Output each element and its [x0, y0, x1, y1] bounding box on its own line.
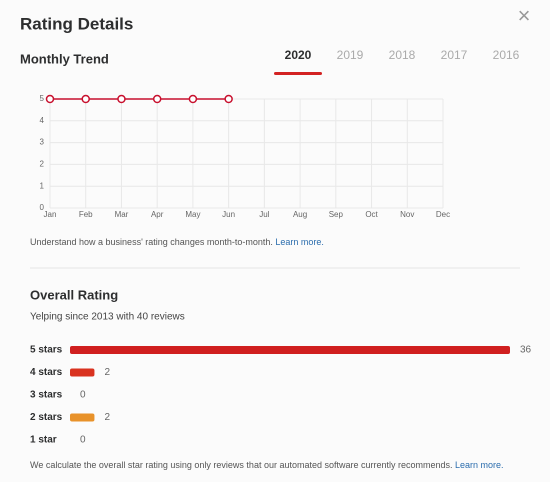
trend-note: Understand how a business' rating change… [30, 237, 324, 247]
x-tick-label: Mar [115, 210, 129, 219]
overall-note: We calculate the overall star rating usi… [30, 460, 504, 470]
learn-more-link[interactable]: Learn more. [455, 460, 504, 470]
note-text: We calculate the overall star rating usi… [30, 460, 455, 470]
x-tick-label: Apr [151, 210, 164, 219]
y-tick-label: 5 [40, 94, 45, 103]
y-tick-label: 0 [40, 203, 45, 212]
star-label: 5 stars [30, 345, 63, 356]
x-tick-label: Jan [44, 210, 57, 219]
bar-value-label: 0 [80, 435, 86, 446]
x-tick-label: Jun [222, 210, 235, 219]
x-tick-label: Dec [436, 210, 450, 219]
data-point [81, 94, 90, 104]
bar [70, 368, 95, 377]
y-tick-label: 4 [40, 116, 45, 125]
bar-value-label: 2 [104, 367, 110, 378]
star-label: 2 stars [30, 412, 63, 423]
star-label: 1 star [30, 435, 57, 446]
x-tick-label: Oct [365, 210, 378, 219]
section-title: Overall Rating [30, 287, 118, 302]
year-tab[interactable]: 2018 [389, 48, 416, 62]
x-tick-label: Aug [293, 210, 307, 219]
year-tab[interactable]: 2017 [441, 48, 468, 62]
star-label: 4 stars [30, 367, 63, 378]
bar-value-label: 0 [80, 390, 86, 401]
overall-subtitle: Yelping since 2013 with 40 reviews [30, 312, 185, 323]
note-text: Understand how a business' rating change… [30, 237, 275, 247]
data-point [117, 94, 126, 104]
x-tick-label: Feb [79, 210, 93, 219]
learn-more-link[interactable]: Learn more. [275, 237, 324, 247]
y-tick-label: 1 [40, 181, 45, 190]
year-tab[interactable]: 2019 [337, 48, 364, 62]
year-tab[interactable]: 2016 [493, 48, 520, 62]
y-tick-label: 3 [40, 138, 45, 147]
bar-value-label: 2 [104, 412, 110, 423]
bar [70, 346, 510, 354]
bar [70, 413, 95, 422]
x-tick-label: May [185, 210, 200, 219]
x-tick-label: Sep [329, 210, 344, 219]
data-point [45, 94, 55, 104]
x-tick-label: Jul [259, 210, 269, 219]
active-tab-underline [274, 72, 322, 75]
data-point [152, 94, 162, 104]
data-point [224, 94, 233, 104]
close-button[interactable]: × [518, 3, 531, 28]
section-title: Monthly Trend [20, 51, 109, 66]
y-tick-label: 2 [40, 160, 45, 169]
data-point [188, 94, 198, 104]
year-tab[interactable]: 2020 [285, 48, 312, 62]
bar-value-label: 36 [520, 345, 532, 356]
modal-title: Rating Details [20, 14, 133, 33]
star-label: 3 stars [30, 390, 63, 401]
x-tick-label: Nov [400, 210, 414, 219]
